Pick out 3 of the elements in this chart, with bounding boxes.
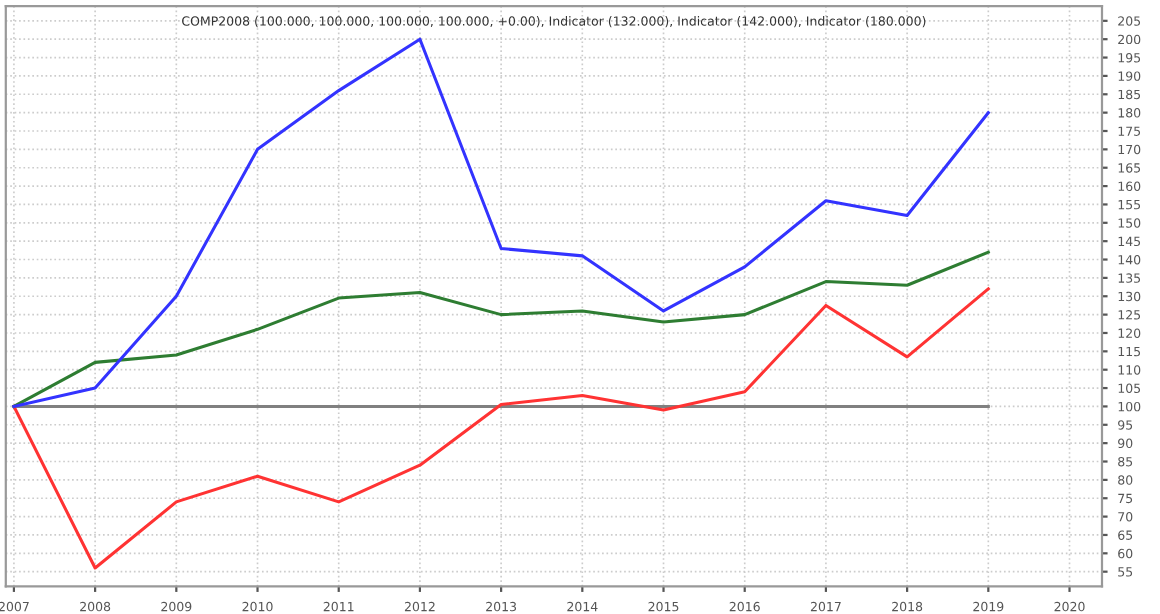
line-series [12, 37, 990, 408]
line-series [12, 250, 990, 408]
line-series [12, 287, 990, 570]
